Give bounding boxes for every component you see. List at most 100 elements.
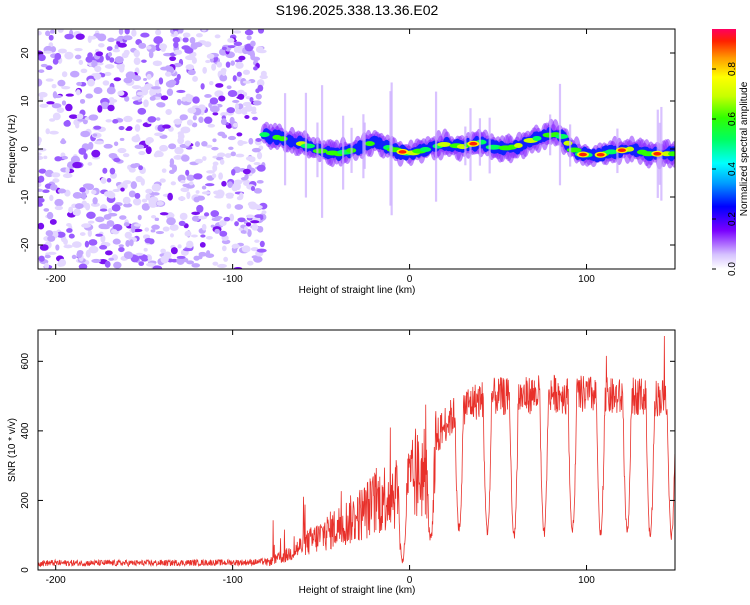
noise-blob: [227, 45, 237, 49]
noise-blob: [128, 190, 136, 198]
noise-blob: [64, 51, 74, 60]
noise-blob: [131, 29, 137, 37]
noise-blob: [72, 161, 82, 169]
noise-blob: [212, 164, 218, 172]
noise-blob: [133, 49, 140, 58]
noise-blob: [146, 45, 152, 50]
ridge-streak: [362, 114, 365, 179]
noise-blob: [156, 102, 165, 107]
noise-blob: [186, 240, 194, 249]
noise-blob: [186, 119, 194, 126]
noise-blob: [219, 220, 227, 227]
noise-blob: [256, 179, 264, 184]
noise-blob: [255, 93, 262, 100]
chart-title: S196.2025.338.13.36.E02: [276, 2, 439, 18]
noise-blob: [38, 91, 48, 98]
noise-blob: [235, 153, 245, 158]
noise-blob: [55, 244, 60, 251]
noise-blob: [252, 100, 262, 106]
noise-blob: [194, 141, 201, 147]
noise-blob: [172, 164, 178, 173]
noise-blob: [128, 166, 136, 173]
noise-blob: [51, 103, 62, 109]
noise-blob: [170, 258, 178, 263]
noise-blob: [134, 144, 145, 150]
colorbar-label: Normalized spectral amplitude: [739, 81, 750, 216]
noise-blob: [45, 65, 53, 71]
noise-blob: [241, 245, 251, 253]
noise-blob: [236, 61, 243, 69]
noise-blob: [251, 223, 259, 231]
noise-blob: [173, 30, 179, 37]
noise-blob: [131, 225, 136, 233]
noise-blob: [242, 80, 252, 84]
noise-blob: [130, 181, 138, 190]
noise-blob: [246, 35, 252, 41]
noise-blob: [138, 150, 146, 156]
noise-blob: [98, 43, 105, 48]
noise-blob: [178, 220, 186, 227]
noise-blob: [198, 116, 204, 124]
noise-blob: [192, 96, 200, 104]
noise-blob: [122, 35, 133, 41]
noise-blob: [49, 219, 57, 225]
noise-blob: [107, 104, 115, 112]
noise-blob: [76, 250, 83, 259]
noise-blob: [257, 29, 265, 34]
ridge-highlight: [364, 141, 375, 147]
noise-blob: [158, 77, 164, 85]
noise-blob: [209, 97, 219, 105]
noise-blob: [54, 198, 64, 207]
noise-blob: [111, 204, 121, 212]
noise-blob: [52, 178, 60, 183]
noise-blob: [255, 46, 264, 53]
noise-blob: [131, 96, 141, 100]
noise-blob: [151, 192, 160, 196]
noise-blob: [113, 141, 119, 147]
noise-blob: [205, 59, 211, 64]
noise-blob: [62, 173, 73, 179]
noise-blob: [253, 188, 263, 194]
noise-blob: [226, 203, 232, 209]
noise-blob: [65, 103, 73, 112]
noise-blob: [85, 93, 94, 99]
noise-blob: [242, 92, 248, 97]
noise-blob: [119, 215, 127, 220]
noise-blob: [176, 89, 186, 94]
noise-blob: [218, 95, 226, 102]
noise-blob: [184, 47, 194, 54]
spectrogram-image: [38, 29, 675, 269]
noise-blob: [123, 222, 130, 227]
noise-blob: [120, 187, 125, 192]
noise-blob: [74, 47, 83, 52]
noise-blob: [193, 42, 203, 48]
noise-blob: [219, 159, 225, 165]
noise-blob: [90, 202, 100, 207]
noise-blob: [75, 33, 85, 40]
noise-blob: [117, 42, 127, 48]
noise-blob: [105, 119, 113, 123]
noise-blob: [123, 203, 133, 208]
noise-blob: [46, 211, 54, 220]
noise-blob: [93, 72, 102, 80]
noise-blob: [130, 163, 138, 169]
noise-blob: [221, 245, 227, 252]
noise-blob: [54, 205, 64, 211]
spectrogram-ytick-label: -20: [20, 237, 31, 252]
noise-blob: [79, 232, 86, 236]
noise-blob: [38, 175, 45, 183]
snr-series-line: [38, 336, 675, 568]
ridge-highlight: [437, 141, 451, 147]
ridge-peak: [398, 150, 407, 154]
noise-blob: [169, 224, 179, 231]
noise-blob: [47, 235, 56, 242]
noise-blob: [227, 89, 238, 98]
noise-blob: [132, 75, 142, 82]
ridge-streak: [389, 91, 392, 206]
noise-blob: [230, 151, 237, 157]
noise-blob: [210, 210, 220, 218]
noise-blob: [122, 153, 130, 158]
noise-blob: [182, 247, 193, 252]
noise-blob: [77, 118, 86, 122]
